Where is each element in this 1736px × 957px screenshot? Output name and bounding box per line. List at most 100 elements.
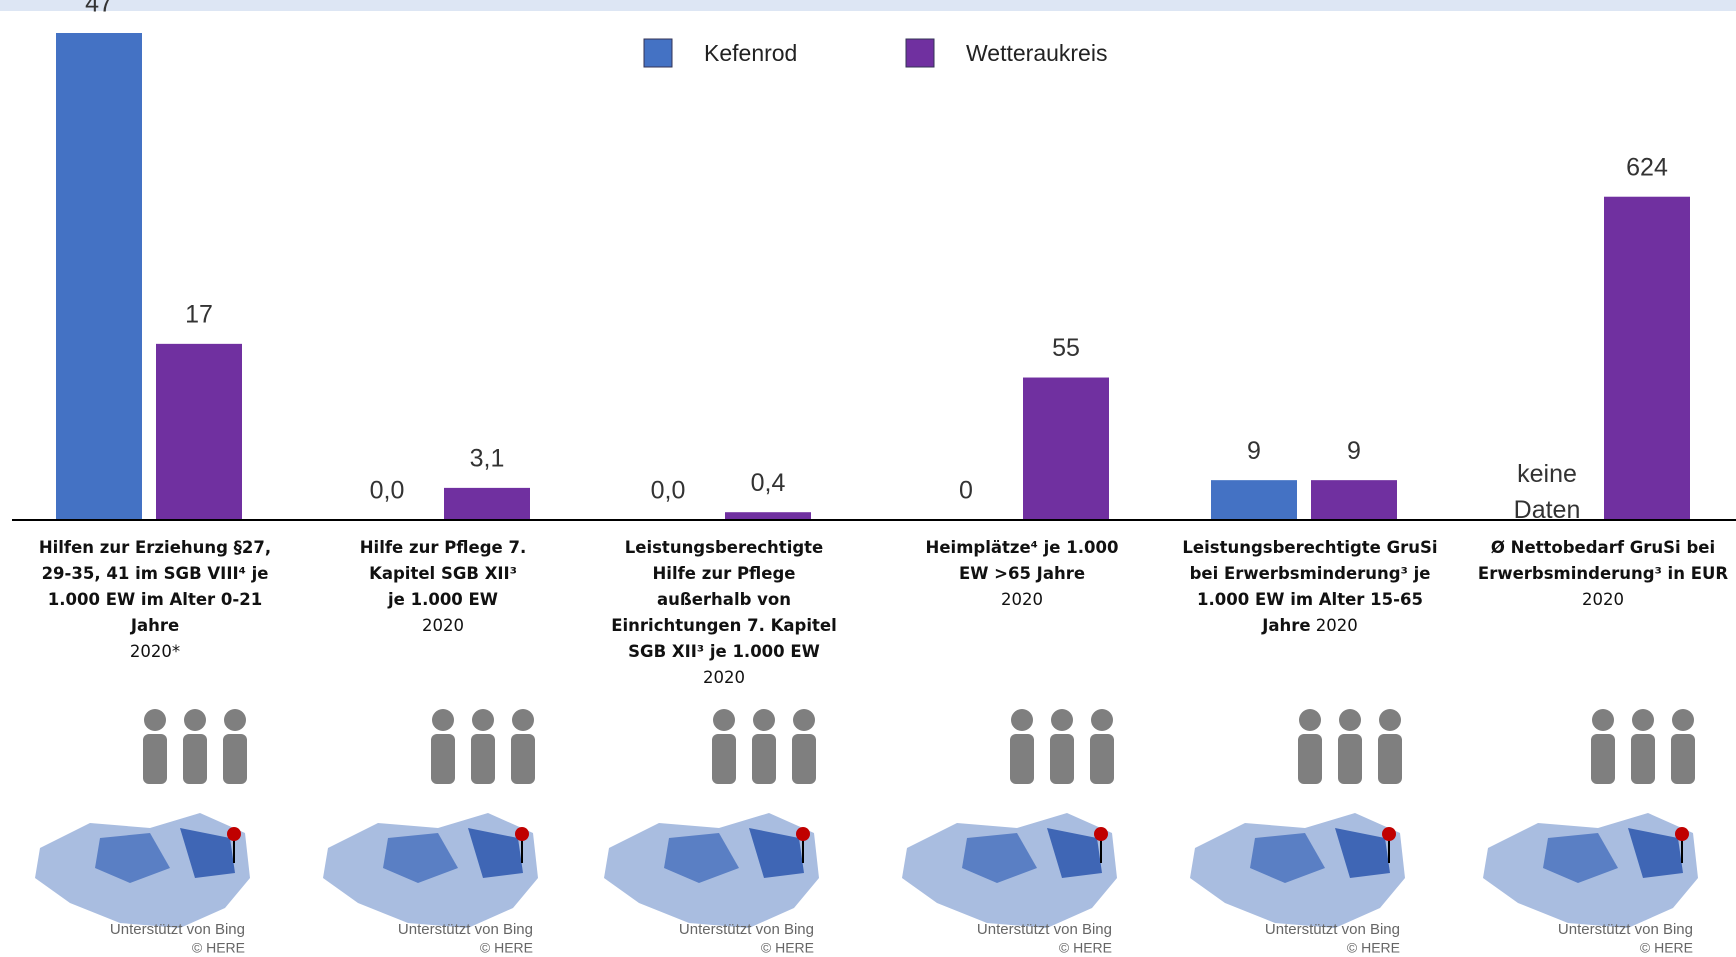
bar <box>156 343 242 520</box>
bar <box>1023 377 1109 520</box>
icon-body <box>1378 734 1402 784</box>
map-credit: Unterstützt von Bing <box>1558 921 1693 938</box>
map-region <box>962 833 1037 883</box>
value-label: keine Daten <box>1514 460 1581 524</box>
icon <box>1298 709 1402 784</box>
map-credit: © HERE <box>1640 940 1693 956</box>
legend-label: Wetteraukreis <box>966 40 1107 66</box>
map <box>35 813 250 928</box>
legend-swatch <box>643 38 673 68</box>
icon <box>143 709 247 784</box>
category-text: Leistungsberechtigte GruSi bei Erwerbsmi… <box>1182 538 1438 635</box>
icon <box>431 709 535 784</box>
icon-body <box>752 734 776 784</box>
icon-head <box>1091 709 1113 731</box>
map-credit: Unterstützt von Bing <box>398 921 533 938</box>
bar <box>1604 196 1690 520</box>
map-region <box>749 828 804 878</box>
icon-head <box>793 709 815 731</box>
map-region <box>468 828 523 878</box>
bar <box>725 512 811 520</box>
map-region <box>95 833 170 883</box>
map-pin-head <box>1675 827 1689 841</box>
value-label: 0,0 <box>651 477 686 505</box>
bar <box>1211 480 1297 520</box>
icon-body <box>223 734 247 784</box>
map-pin-head <box>1382 827 1396 841</box>
category-text: Hilfe zur Pflege 7. Kapitel SGB XII³ je … <box>359 538 527 609</box>
icon-head <box>1592 709 1614 731</box>
value-label: 17 <box>185 300 213 328</box>
category-text: Hilfen zur Erziehung §27, 29-35, 41 im S… <box>38 538 272 635</box>
map <box>902 813 1117 928</box>
category-year: 2020 <box>1001 590 1043 609</box>
map-pin-head <box>1094 827 1108 841</box>
icon-head <box>512 709 534 731</box>
category-year: 2020 <box>1582 590 1624 609</box>
icon-body <box>792 734 816 784</box>
icon-body <box>1671 734 1695 784</box>
map-region <box>180 828 235 878</box>
icon-head <box>1379 709 1401 731</box>
bar <box>56 33 142 520</box>
value-label: 0 <box>959 477 973 505</box>
category-label: Ø Nettobedarf GruSi bei Erwerbsminderung… <box>1463 535 1736 613</box>
value-label: 9 <box>1347 437 1361 465</box>
value-label: 3,1 <box>470 444 505 472</box>
legend-swatch <box>905 38 935 68</box>
map-pin-head <box>227 827 241 841</box>
map <box>1483 813 1698 928</box>
category-text: Ø Nettobedarf GruSi bei Erwerbsminderung… <box>1477 538 1729 583</box>
icon-head <box>224 709 246 731</box>
map-pin-head <box>515 827 529 841</box>
icon-head <box>1672 709 1694 731</box>
icon-body <box>143 734 167 784</box>
map-credit: Unterstützt von Bing <box>977 921 1112 938</box>
icon-head <box>144 709 166 731</box>
icon-head <box>713 709 735 731</box>
map-region <box>1543 833 1618 883</box>
map-credit: © HERE <box>480 940 533 956</box>
icon-head <box>472 709 494 731</box>
icon-body <box>1631 734 1655 784</box>
icon-head <box>432 709 454 731</box>
icon-body <box>1050 734 1074 784</box>
icon-head <box>753 709 775 731</box>
map <box>323 813 538 928</box>
icon-head <box>1011 709 1033 731</box>
icon-body <box>712 734 736 784</box>
map-region <box>1628 828 1683 878</box>
icon-head <box>1632 709 1654 731</box>
value-label: 0,0 <box>370 477 405 505</box>
map-credit: © HERE <box>761 940 814 956</box>
value-label: 55 <box>1052 334 1080 362</box>
icon-body <box>1090 734 1114 784</box>
category-label: Hilfe zur Pflege 7. Kapitel SGB XII³ je … <box>303 535 583 639</box>
category-year: 2020 <box>1315 616 1358 635</box>
map <box>1190 813 1405 928</box>
map-credit: © HERE <box>192 940 245 956</box>
bar <box>1311 480 1397 520</box>
icon-body <box>471 734 495 784</box>
icon-body <box>1591 734 1615 784</box>
value-label: 0,4 <box>751 469 786 497</box>
map-region <box>1250 833 1325 883</box>
icon-body <box>1338 734 1362 784</box>
map-credit: Unterstützt von Bing <box>679 921 814 938</box>
map <box>604 813 819 928</box>
icon-head <box>1299 709 1321 731</box>
category-label: Leistungsberechtigte GruSi bei Erwerbsmi… <box>1170 535 1450 639</box>
top-strip <box>0 0 1736 11</box>
map-region <box>383 833 458 883</box>
category-year: 2020* <box>129 642 181 661</box>
value-label: 624 <box>1626 153 1668 181</box>
map-region <box>664 833 739 883</box>
map-region <box>1335 828 1390 878</box>
map-pin-head <box>796 827 810 841</box>
value-label: 9 <box>1247 437 1261 465</box>
icon <box>1010 709 1114 784</box>
legend-label: Kefenrod <box>704 40 797 66</box>
map-credit: Unterstützt von Bing <box>1265 921 1400 938</box>
